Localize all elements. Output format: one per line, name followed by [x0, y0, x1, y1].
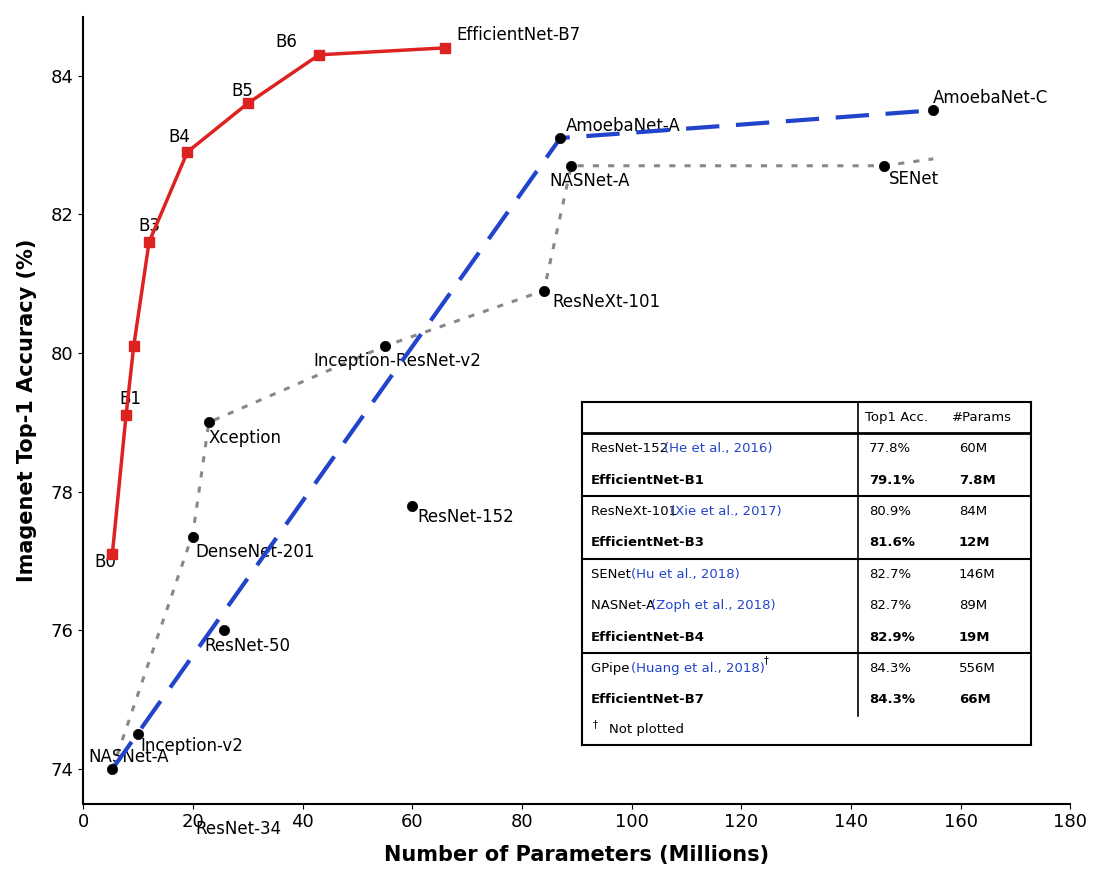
Text: B5: B5: [232, 82, 253, 100]
Text: ResNeXt-101: ResNeXt-101: [552, 294, 660, 311]
Text: Inception-ResNet-v2: Inception-ResNet-v2: [314, 352, 481, 370]
Text: NASNet-A: NASNet-A: [550, 172, 630, 190]
Text: EfficientNet-B7: EfficientNet-B7: [456, 26, 581, 44]
Point: [552, 131, 570, 145]
Point: [104, 762, 121, 776]
Point: [403, 498, 421, 512]
Text: B1: B1: [119, 391, 141, 408]
Point: [376, 339, 394, 353]
Point: [924, 103, 942, 117]
Point: [184, 530, 202, 544]
Text: AmoebaNet-C: AmoebaNet-C: [933, 89, 1049, 107]
Point: [194, 811, 212, 825]
Y-axis label: Imagenet Top-1 Accuracy (%): Imagenet Top-1 Accuracy (%): [17, 238, 36, 582]
Point: [200, 415, 217, 430]
Text: SENet: SENet: [890, 170, 940, 188]
Point: [215, 624, 233, 638]
Text: DenseNet-201: DenseNet-201: [195, 543, 316, 561]
Text: Inception-v2: Inception-v2: [141, 737, 244, 755]
Text: NASNet-A: NASNet-A: [88, 748, 169, 766]
X-axis label: Number of Parameters (Millions): Number of Parameters (Millions): [384, 845, 769, 865]
Text: ResNet-50: ResNet-50: [204, 637, 290, 654]
Text: AmoebaNet-A: AmoebaNet-A: [566, 116, 680, 135]
Text: ResNet-152: ResNet-152: [417, 508, 514, 527]
Text: B4: B4: [168, 129, 190, 146]
Point: [875, 159, 893, 173]
Text: B3: B3: [138, 217, 160, 235]
Text: B0: B0: [94, 553, 116, 572]
Point: [563, 159, 581, 173]
Text: Xception: Xception: [209, 429, 282, 446]
Text: B6: B6: [275, 34, 297, 51]
Point: [129, 728, 147, 742]
Point: [535, 283, 553, 297]
Text: ResNet-34: ResNet-34: [195, 820, 282, 839]
